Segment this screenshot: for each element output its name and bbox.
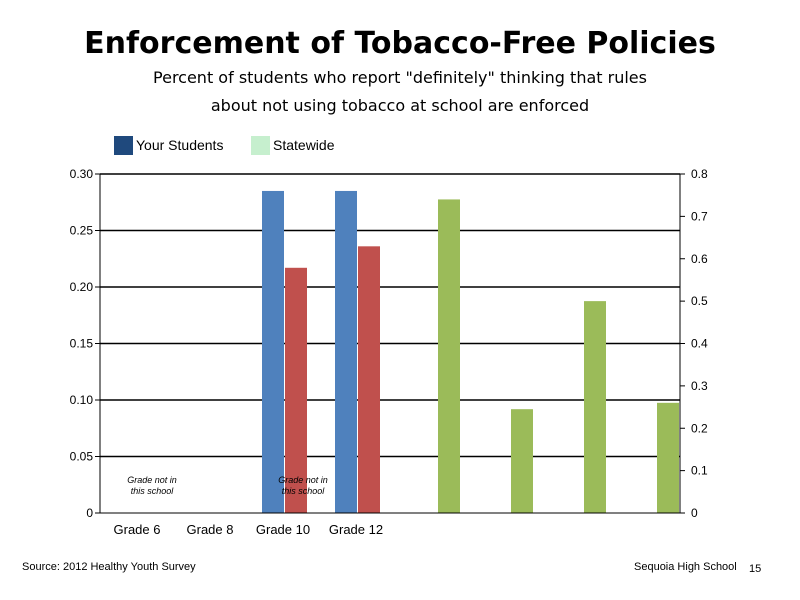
y-right-tick-label: 0.7	[691, 209, 708, 223]
bar	[358, 246, 380, 513]
bar	[584, 301, 606, 513]
y-right-tick-label: 0	[691, 506, 698, 520]
legend-swatch-your-students	[114, 136, 133, 155]
y-left-tick-label: 0.30	[70, 167, 94, 181]
bar	[438, 199, 460, 514]
annotation-text: Grade not in	[127, 475, 177, 485]
legend-label-statewide: Statewide	[273, 137, 335, 153]
x-tick-label: Grade 6	[114, 522, 161, 537]
y-right-tick-label: 0.2	[691, 421, 708, 435]
chart-subtitle-line-2: about not using tobacco at school are en…	[210, 96, 590, 115]
chart-title: Enforcement of Tobacco-Free Policies	[84, 26, 716, 61]
y-left-tick-label: 0.10	[70, 393, 94, 407]
y-right-tick-label: 0.6	[691, 252, 708, 266]
y-left-tick-label: 0	[86, 506, 93, 520]
bar	[335, 190, 357, 513]
y-right-tick-label: 0.3	[691, 379, 708, 393]
y-right-tick-label: 0.1	[691, 464, 708, 478]
y-left-tick-label: 0.25	[70, 224, 94, 238]
chart-subtitle-line-1: Percent of students who report "definite…	[153, 68, 647, 87]
y-right-tick-label: 0.8	[691, 167, 708, 181]
y-right-tick-label: 0.5	[691, 294, 708, 308]
bar	[657, 402, 679, 513]
source-note: Source: 2012 Healthy Youth Survey	[22, 561, 196, 573]
y-left-tick-label: 0.20	[70, 280, 94, 294]
chart-plot: 0 0.05 0.10 0.15 0.20 0.25 0.30 0 0.1 0.2 0.3 0.4 0.…	[70, 167, 708, 537]
x-tick-label: Grade 12	[329, 522, 383, 537]
school-name: Sequoia High School	[634, 561, 737, 573]
legend-swatch-statewide	[251, 136, 270, 155]
bar	[285, 267, 307, 513]
y-left-tick-label: 0.15	[70, 337, 94, 351]
x-tick-label: Grade 10	[256, 522, 310, 537]
annotation-text: this school	[282, 486, 326, 496]
annotation-text: this school	[131, 486, 175, 496]
annotation-text: Grade not in	[278, 475, 328, 485]
page-number: 15	[749, 563, 762, 575]
y-left-tick-label: 0.05	[70, 450, 94, 464]
bar	[511, 409, 533, 513]
x-tick-label: Grade 8	[187, 522, 234, 537]
y-right-tick-label: 0.4	[691, 337, 708, 351]
bar	[262, 190, 284, 513]
legend-label-your-students: Your Students	[136, 137, 224, 153]
